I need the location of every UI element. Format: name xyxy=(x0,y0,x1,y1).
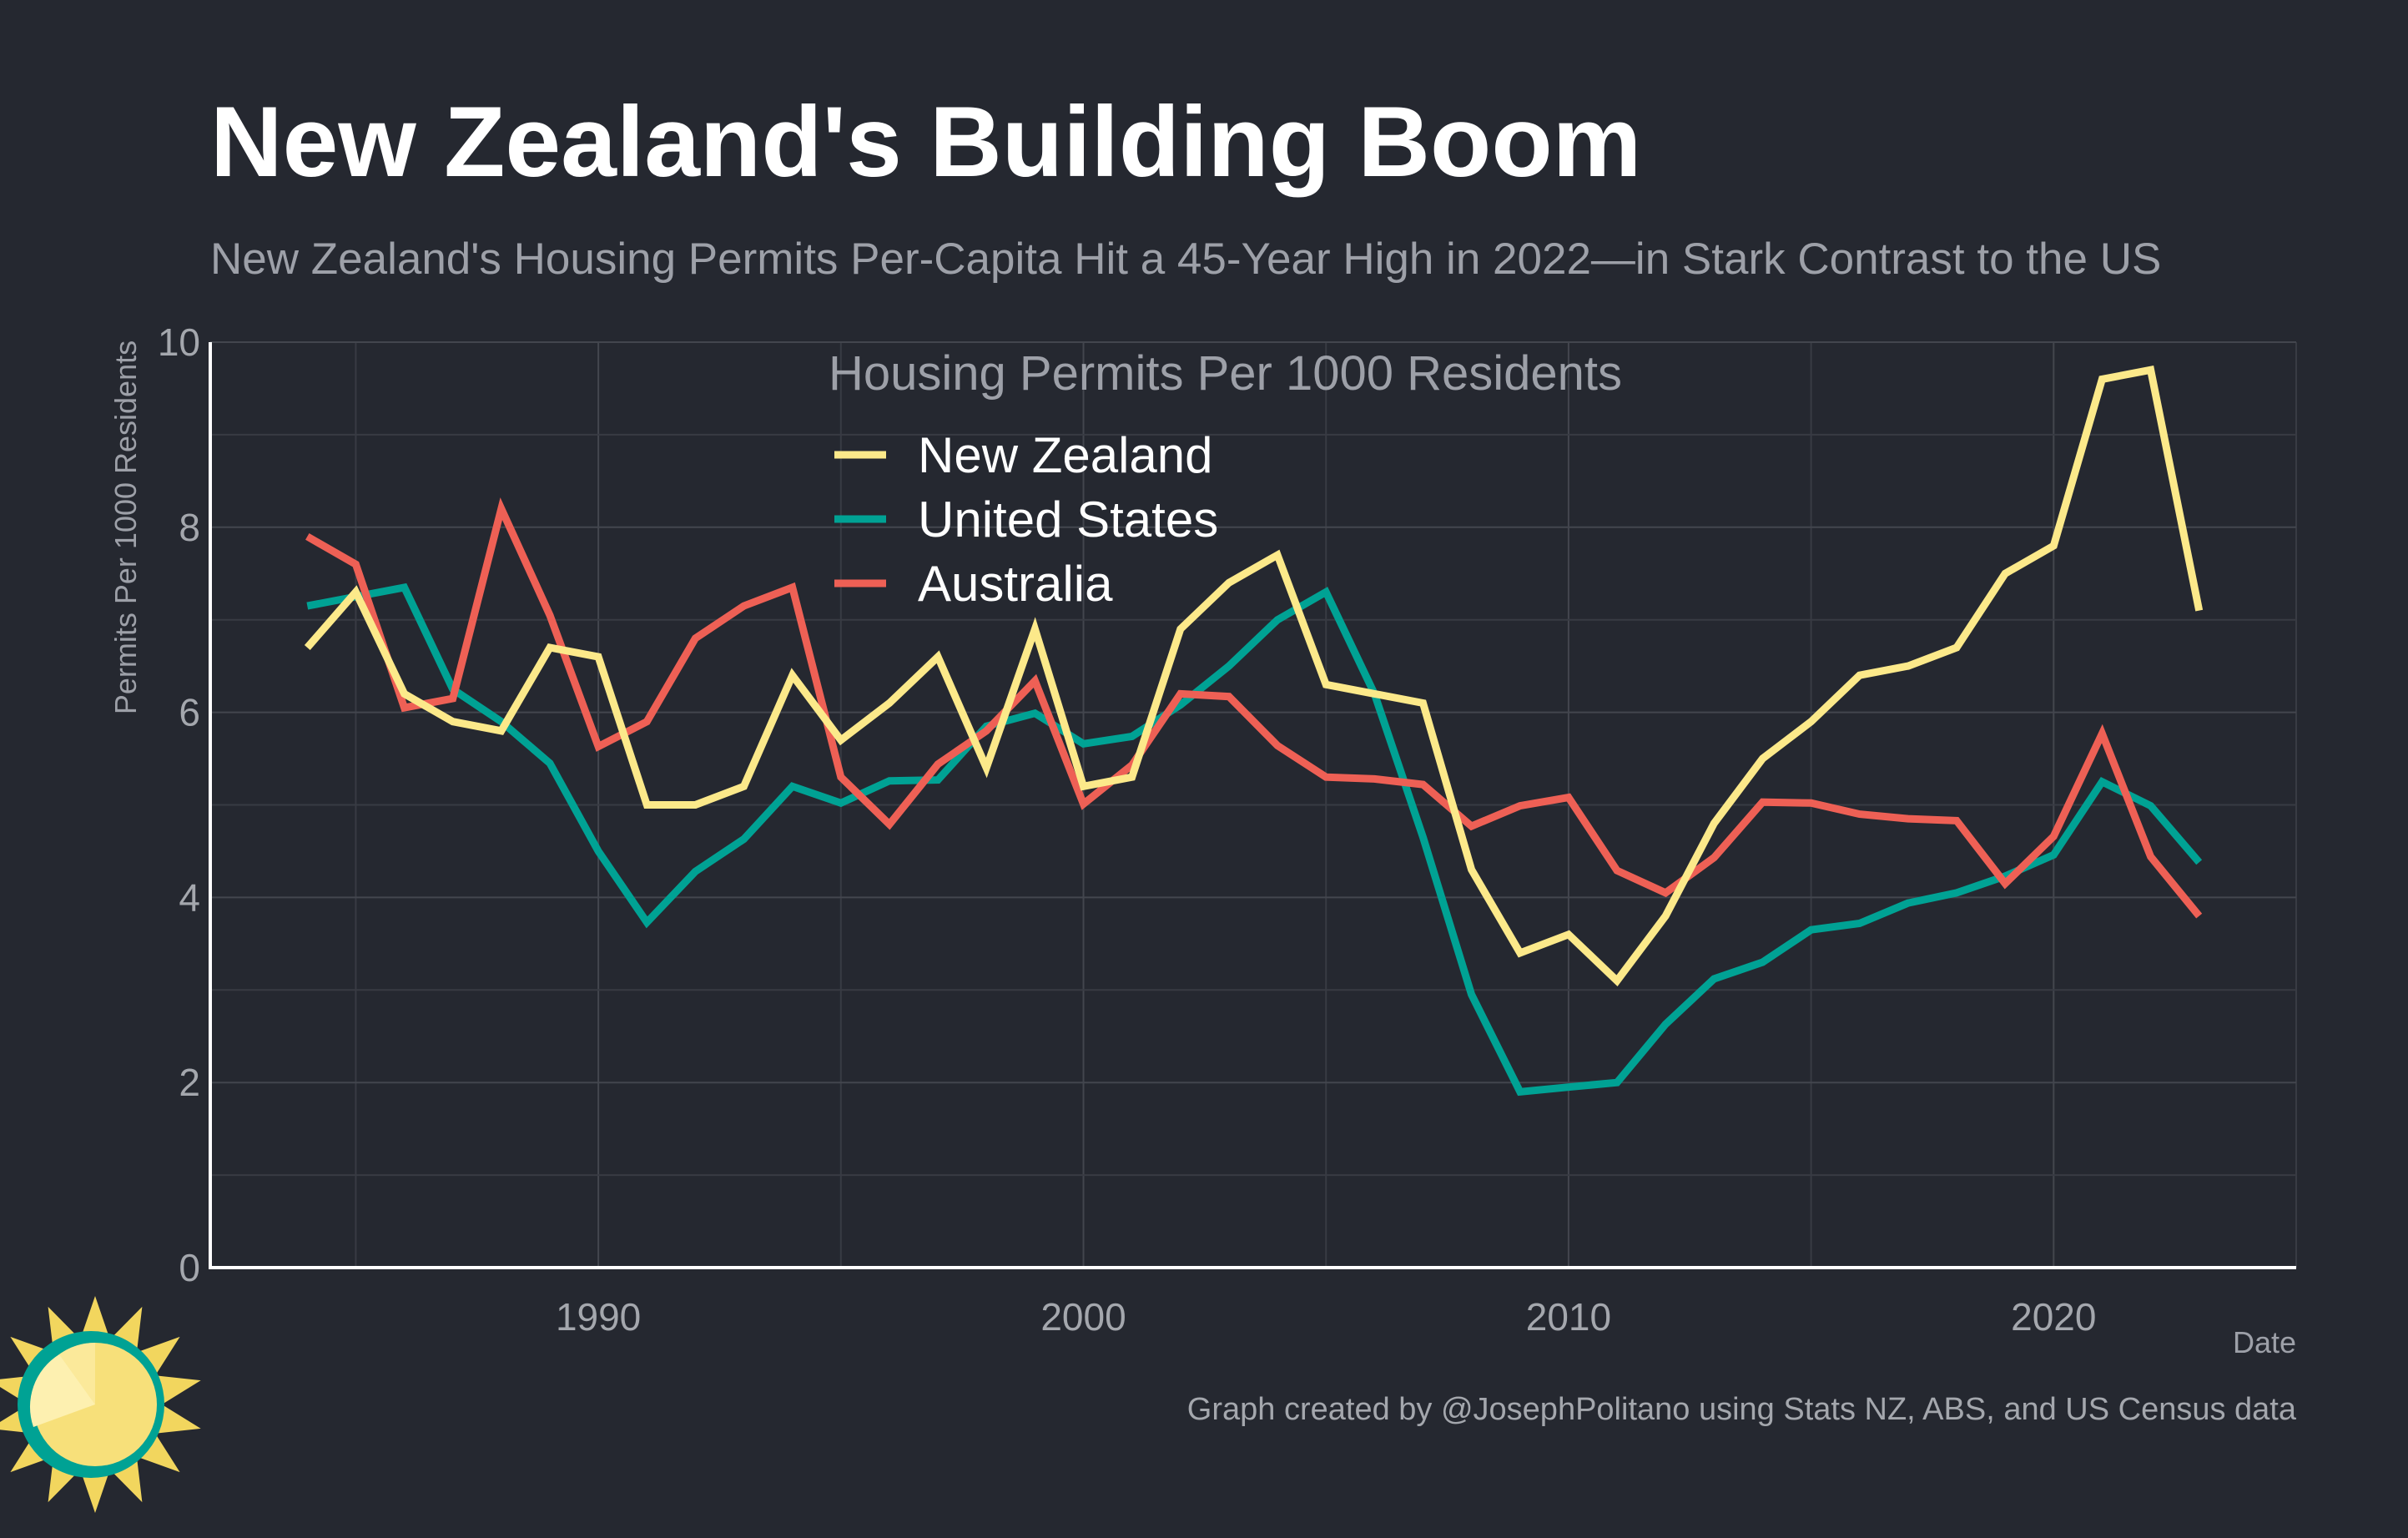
legend-label-new-zealand: New Zealand xyxy=(918,427,1213,483)
source-caption: Graph created by @JosephPolitano using S… xyxy=(1187,1392,2297,1427)
legend-label-united-states: United States xyxy=(918,492,1218,547)
y-tick-label: 10 xyxy=(158,320,200,364)
sun-logo-icon xyxy=(0,1296,201,1513)
legend-label-australia: Australia xyxy=(918,556,1113,612)
series-line-united-states xyxy=(306,582,2203,1097)
y-tick-label: 8 xyxy=(179,506,200,549)
grid xyxy=(210,341,2297,1268)
x-tick-label: 2000 xyxy=(1040,1295,1126,1339)
tick-labels: 1990 2000 2010 2020 0 2 4 6 8 10 xyxy=(158,320,2097,1339)
legend: Housing Permits Per 1000 Residents New Z… xyxy=(829,346,1622,612)
x-tick-label: 2010 xyxy=(1526,1295,1611,1339)
x-tick-label: 2020 xyxy=(2011,1295,2096,1339)
chart-subtitle: New Zealand's Housing Permits Per-Capita… xyxy=(210,234,2162,284)
y-tick-label: 6 xyxy=(179,691,200,734)
y-axis-label: Permits Per 1000 Residents xyxy=(108,340,143,714)
series-lines xyxy=(304,366,2204,1097)
chart-title: New Zealand's Building Boom xyxy=(210,86,1642,198)
y-tick-label: 0 xyxy=(179,1246,200,1289)
legend-title: Housing Permits Per 1000 Residents xyxy=(829,346,1622,401)
x-axis-label: Date xyxy=(2233,1325,2296,1359)
series-line-new-zealand xyxy=(304,366,2204,986)
y-tick-label: 4 xyxy=(179,875,200,919)
x-tick-label: 1990 xyxy=(556,1295,641,1339)
axes xyxy=(209,342,2296,1269)
y-tick-label: 2 xyxy=(179,1061,200,1104)
